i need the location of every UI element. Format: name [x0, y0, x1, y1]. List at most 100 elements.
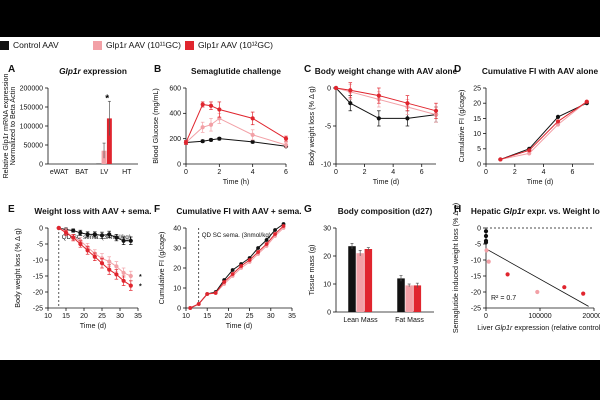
data-point [256, 246, 260, 250]
x-tick-label: 4 [251, 169, 255, 176]
data-point [78, 230, 83, 235]
bar-1-0 [356, 253, 364, 312]
data-point [85, 232, 90, 237]
y-tick-label: 10 [173, 285, 181, 292]
x-tick-label: 6 [570, 169, 574, 176]
x-tick-label: 2 [217, 169, 221, 176]
y-axis-label: Cumulative FI (g/cage) [457, 90, 466, 163]
data-point [85, 248, 90, 253]
scatter-point [483, 233, 489, 239]
panel-title: Hepatic Glp1r expr. vs. Weight loss [471, 206, 600, 216]
panel-label: E [8, 204, 15, 215]
x-tick-label: 6 [284, 169, 288, 176]
x-tick-label: 2 [363, 169, 367, 176]
panel-h-svg: H Hepatic Glp1r expr. vs. Weight loss 0 -5 -… [451, 203, 600, 333]
significance-star: * [105, 93, 109, 104]
data-point [527, 148, 532, 153]
panel-g-body-composition: G Body composition (d27) 0 10 20 30 Lean Mass F… [300, 200, 450, 325]
y-tick-label: 200 [169, 136, 181, 143]
data-point [555, 122, 561, 127]
bar-2-2 [106, 118, 112, 164]
scatter-point [484, 248, 489, 253]
dosing-annotation: QD SC sema. (3nmol/kg) [202, 232, 271, 239]
panel-g-svg: G Body composition (d27) 0 10 20 30 Lean Mass F… [304, 204, 434, 324]
data-point [273, 232, 277, 236]
y-axis-label: Body weight loss (% Δ g) [13, 228, 22, 308]
data-point [107, 232, 112, 237]
data-point [527, 151, 532, 156]
data-point [405, 101, 410, 106]
scatter-point [581, 291, 586, 296]
data-point [208, 103, 214, 108]
x-category-label: eWAT [50, 169, 69, 176]
x-axis-label: Time (d) [80, 321, 107, 330]
y-tick-label: 50000 [24, 142, 44, 149]
panel-label: G [304, 204, 312, 215]
data-point [208, 137, 214, 143]
bar-2-1 [413, 285, 422, 312]
x-category-label: Fat Mass [395, 317, 424, 324]
y-tick-label: 600 [169, 85, 181, 92]
legend-item-low-dose: Glp1r AAV (10¹¹GC) [93, 40, 181, 50]
y-tick-label: 200000 [20, 85, 43, 92]
panel-title: Glp1r expression [59, 66, 127, 76]
data-point [114, 235, 119, 240]
panel-label: B [154, 64, 161, 75]
panel-e-svg: E Weight loss with AAV + sema. 0 -5 -10 -15 -2… [8, 204, 152, 330]
x-tick-label: 15 [62, 313, 70, 320]
series-line-0 [500, 102, 588, 160]
y-tick-label: 150000 [20, 104, 43, 111]
data-point [107, 259, 112, 264]
legend-item-high-dose: Glp1r AAV (10¹²GC) [185, 40, 273, 50]
panel-title-part-0: Glp1r [59, 66, 81, 76]
data-point [250, 132, 255, 137]
x-tick-label: 30 [116, 313, 124, 320]
x-tick-label: 6 [420, 169, 424, 176]
data-point [188, 306, 193, 310]
y-tick-label: 0 [177, 161, 181, 168]
data-point [63, 230, 69, 235]
y-tick-label: 0 [477, 225, 481, 232]
y-axis-label: Tissue mass (g) [307, 245, 316, 296]
y-axis-label: Cumulative FI (g/cage) [157, 232, 166, 305]
y-tick-label: 5 [477, 146, 481, 153]
data-point [208, 122, 214, 127]
y-tick-label: -5 [37, 241, 43, 248]
x-tick-label: 20 [80, 313, 88, 320]
bar-0-0 [348, 246, 356, 312]
data-point [200, 139, 205, 144]
panel-b-semaglutide-challenge: B Semaglutide challenge 0 200 400 600 0 2 4 6 Time… [150, 60, 300, 186]
data-point [121, 278, 126, 283]
panel-title: Semaglutide challenge [191, 66, 281, 76]
legend-swatch-low-dose [93, 40, 102, 50]
data-point [217, 136, 222, 141]
panel-label: C [304, 64, 311, 75]
y-tick-label: -25 [471, 305, 481, 312]
data-point [555, 119, 561, 124]
significance-star-2: * [139, 284, 142, 291]
y-tick-label: 10 [473, 131, 481, 138]
panel-title: Weight loss with AAV + sema. [34, 206, 151, 216]
y-tick-label: -15 [471, 273, 481, 280]
series-line-2 [190, 225, 284, 309]
x-axis-label: Time (d) [527, 177, 554, 186]
data-point [92, 254, 97, 259]
panel-d-cumulative-fi: D Cumulative FI with AAV alone 0 5 10 15 20 25 0… [450, 60, 600, 186]
data-point [128, 273, 133, 279]
panel-b-svg: B Semaglutide challenge 0 200 400 600 0 2 4 6 Time… [151, 64, 289, 186]
x-axis-label: Time (d) [373, 177, 400, 186]
data-point [333, 85, 339, 91]
series-line-2 [185, 103, 287, 143]
r-squared-label: R² = 0.7 [491, 295, 516, 302]
data-point [114, 272, 119, 277]
y-tick-label: 30 [173, 245, 181, 252]
data-point [107, 267, 112, 272]
bar-2-0 [364, 249, 373, 312]
data-point [56, 225, 61, 231]
panel-title-part-1: Glp1r [503, 206, 525, 216]
panel-label: D [454, 64, 461, 75]
legend-label-high-dose: Glp1r AAV (10¹²GC) [198, 40, 273, 50]
y-tick-label: 40 [173, 225, 181, 232]
x-axis-label-part-0: Liver [477, 323, 495, 332]
x-tick-label: 100000 [528, 313, 551, 320]
